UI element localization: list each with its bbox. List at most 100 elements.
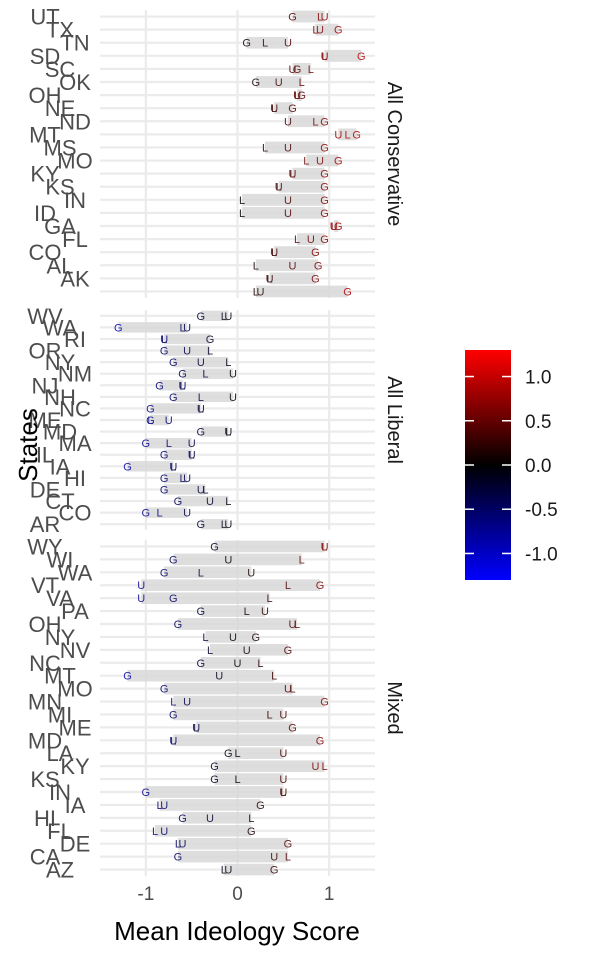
point-G: G	[343, 286, 352, 298]
state-tick-label: MD	[43, 420, 77, 445]
point-G: G	[256, 800, 265, 812]
state-tick-label: IA	[50, 454, 71, 479]
point-L: L	[267, 593, 273, 605]
point-G: G	[252, 77, 261, 89]
legend-tick-label: 1.0	[525, 368, 551, 389]
state-tick-label: MN	[28, 690, 62, 715]
point-G: G	[288, 12, 297, 24]
point-G: G	[169, 709, 178, 721]
point-L: L	[289, 684, 295, 696]
point-U: U	[215, 671, 223, 683]
state-tick-label: WV	[27, 304, 63, 329]
point-U: U	[284, 208, 292, 220]
point-G: G	[320, 169, 329, 181]
state-tick-label: NC	[59, 396, 91, 421]
state-tick-label: IN	[49, 780, 71, 805]
point-L: L	[202, 369, 208, 381]
point-U: U	[234, 658, 242, 670]
x-tick-label: 1	[324, 884, 335, 905]
state-tick-label: NY	[45, 625, 76, 650]
state-tick-label: OR	[29, 339, 62, 364]
point-U: U	[261, 606, 269, 618]
state-tick-label: MI	[48, 702, 72, 727]
point-U: U	[160, 334, 168, 346]
point-L: L	[152, 826, 158, 838]
state-tick-label: ME	[59, 715, 92, 740]
state-tick-label: MT	[29, 122, 61, 147]
point-L: L	[262, 38, 268, 50]
state-tick-label: NE	[45, 96, 76, 121]
state-tick-label: NC	[29, 651, 61, 676]
point-L: L	[221, 519, 227, 531]
point-G: G	[123, 671, 132, 683]
point-G: G	[210, 541, 219, 553]
state-tick-label: OH	[29, 83, 62, 108]
point-U: U	[179, 839, 187, 851]
point-L: L	[253, 286, 259, 298]
point-L: L	[166, 438, 172, 450]
point-G: G	[169, 392, 178, 404]
point-U: U	[243, 645, 251, 657]
point-L: L	[198, 403, 204, 415]
state-tick-label: WA	[43, 315, 78, 340]
point-U: U	[321, 12, 329, 24]
point-U: U	[197, 403, 205, 415]
point-L: L	[271, 671, 277, 683]
point-G: G	[146, 415, 155, 427]
point-U: U	[206, 496, 214, 508]
point-G: G	[160, 450, 169, 462]
state-tick-label: CO	[29, 240, 62, 265]
point-U: U	[224, 865, 232, 877]
point-U: U	[229, 369, 237, 381]
state-tick-label: WA	[58, 560, 93, 585]
point-G: G	[320, 208, 329, 220]
state-tick-label: KS	[45, 175, 74, 200]
point-G: G	[142, 787, 151, 799]
point-G: G	[357, 51, 366, 63]
point-U: U	[229, 632, 237, 644]
state-tick-label: MO	[57, 677, 92, 702]
y-axis-title: States	[13, 408, 43, 482]
point-G: G	[288, 103, 297, 115]
point-G: G	[210, 761, 219, 773]
state-tick-label: TN	[60, 31, 89, 56]
point-G: G	[160, 346, 169, 358]
point-G: G	[284, 645, 293, 657]
point-G: G	[293, 64, 302, 76]
point-L: L	[157, 800, 163, 812]
point-G: G	[320, 697, 329, 709]
point-U: U	[137, 593, 145, 605]
point-L: L	[344, 129, 350, 141]
point-L: L	[225, 496, 231, 508]
state-tick-label: NY	[45, 350, 76, 375]
point-L: L	[221, 311, 227, 323]
point-G: G	[114, 322, 123, 334]
point-G: G	[160, 473, 169, 485]
point-L: L	[271, 103, 277, 115]
point-U: U	[192, 722, 200, 734]
point-L: L	[207, 645, 213, 657]
state-tick-label: VA	[46, 586, 74, 611]
state-tick-label: OH	[29, 612, 62, 637]
point-G: G	[169, 357, 178, 369]
point-G: G	[174, 619, 183, 631]
point-U: U	[289, 169, 297, 181]
point-U: U	[169, 735, 177, 747]
point-L: L	[189, 450, 195, 462]
point-G: G	[146, 403, 155, 415]
point-U: U	[183, 508, 191, 520]
point-L: L	[179, 473, 185, 485]
point-L: L	[207, 346, 213, 358]
point-L: L	[299, 554, 305, 566]
point-L: L	[202, 632, 208, 644]
point-L: L	[225, 357, 231, 369]
point-U: U	[307, 234, 315, 246]
point-L: L	[198, 567, 204, 579]
point-U: U	[183, 697, 191, 709]
point-U: U	[284, 116, 292, 128]
point-L: L	[294, 90, 300, 102]
color-legend: 1.0 0.5 0.0 -0.5 -1.0	[465, 350, 558, 580]
point-G: G	[320, 142, 329, 154]
point-G: G	[197, 427, 206, 439]
